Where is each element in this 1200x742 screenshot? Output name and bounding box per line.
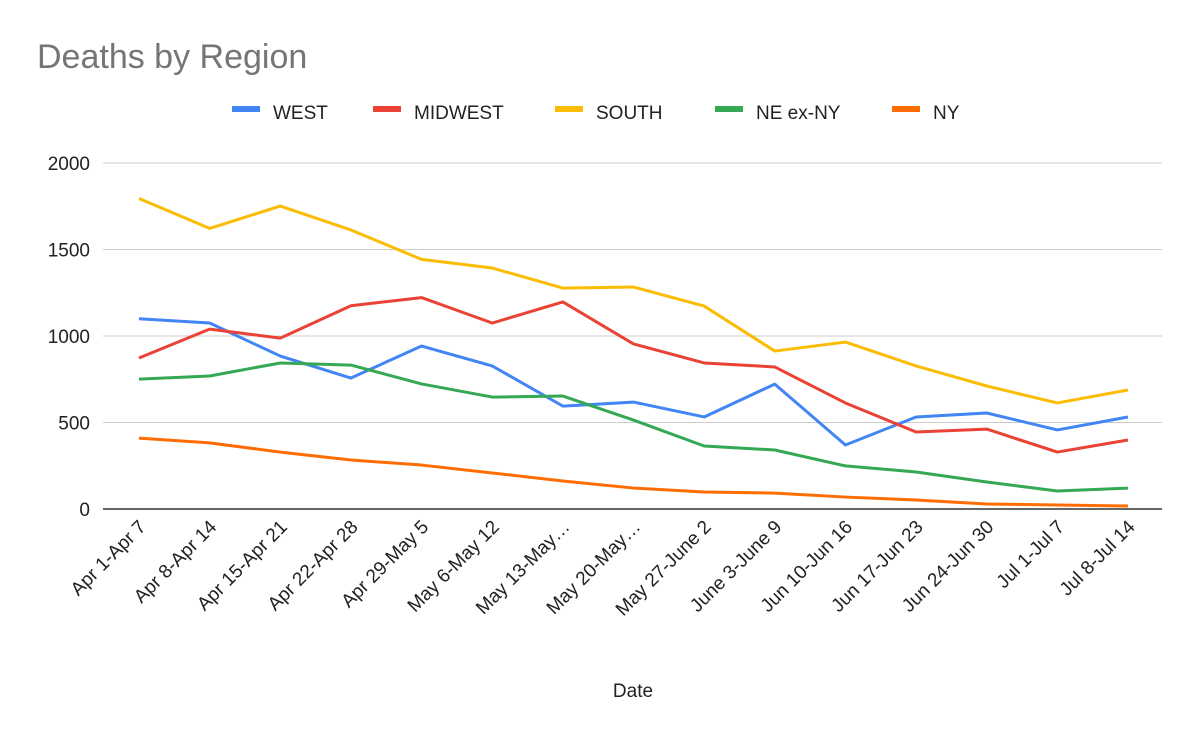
legend-swatch [232,106,260,112]
legend-label: NY [933,103,960,124]
y-tick-label: 1000 [48,327,90,348]
legend-swatch [373,106,401,112]
legend-swatch [892,106,920,112]
legend-swatch [715,106,743,112]
y-axis: 0 500 1000 1500 2000 [48,154,90,521]
legend: WEST MIDWEST SOUTH NE ex-NY NY [232,103,960,124]
legend-swatch [555,106,583,112]
series-line-ny [138,436,1129,508]
series-line-south [138,197,1129,405]
y-tick-label: 500 [58,414,90,435]
y-tick-label: 0 [79,500,90,521]
legend-label: NE ex-NY [756,103,841,124]
legend-label: SOUTH [596,103,663,124]
gridlines [103,162,1162,510]
series-lines [138,197,1129,508]
y-tick-label: 1500 [48,241,90,262]
x-tick-label: Jul 1-Jul 7 [993,517,1069,593]
x-tick-label: Jul 8-Jul 14 [1056,516,1140,600]
x-axis-label: Date [613,681,653,702]
series-line-ne-ex-ny [138,361,1129,493]
chart-title: Deaths by Region [37,38,307,76]
y-tick-label: 2000 [48,154,90,175]
legend-label: MIDWEST [414,103,504,124]
series-line-midwest [138,296,1129,454]
series-line-west [138,317,1129,447]
legend-label: WEST [273,103,328,124]
